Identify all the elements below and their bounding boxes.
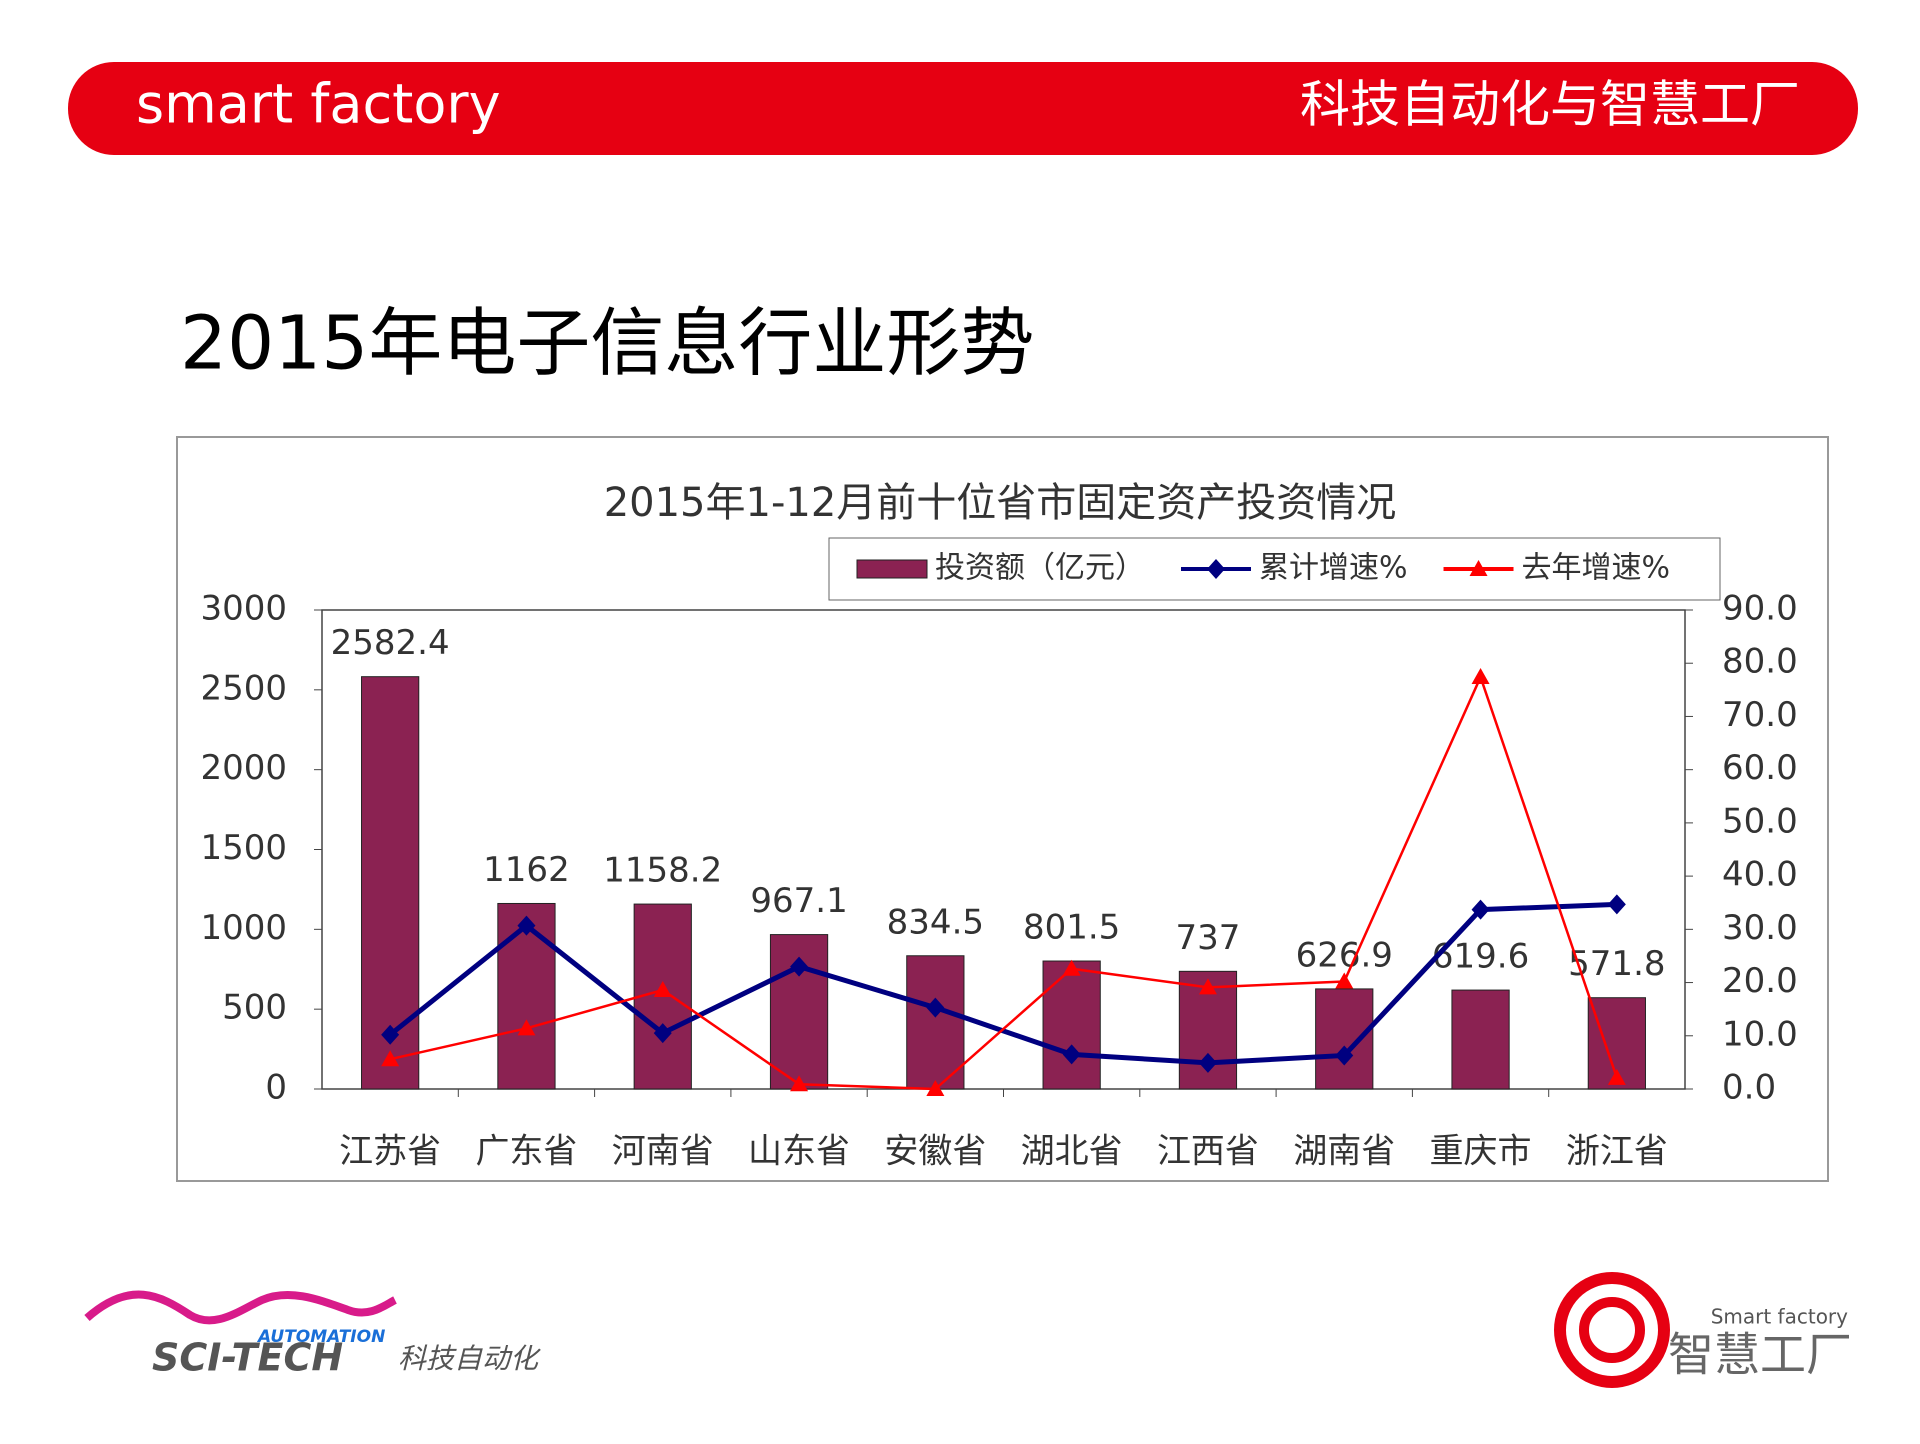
value-label: 626.9 bbox=[1296, 935, 1393, 975]
marker bbox=[1198, 978, 1217, 995]
legend-box bbox=[828, 537, 1721, 601]
y-tick-label: 1000 bbox=[200, 908, 287, 948]
y2-tick-label: 40.0 bbox=[1722, 855, 1798, 895]
x-tick-label: 重庆市 bbox=[1430, 1132, 1532, 1172]
y2-tick-label: 30.0 bbox=[1722, 908, 1798, 948]
y-tick-label: 2500 bbox=[200, 668, 287, 708]
legend-label: 投资额（亿元） bbox=[935, 551, 1145, 586]
legend-label: 累计增速% bbox=[1259, 551, 1408, 586]
chart: 0 500 1000 1500 2000 2500 3000 0.0 10.0 20.0 30.0 4… bbox=[200, 537, 1798, 1172]
marker bbox=[790, 956, 809, 977]
bar bbox=[1451, 989, 1510, 1090]
y2-tick-label: 50.0 bbox=[1722, 801, 1798, 841]
logo-right: Smart factory 智慧工厂 bbox=[1554, 1272, 1852, 1388]
slide-title: 2015年电子信息行业形势 bbox=[180, 301, 1034, 387]
value-label: 737 bbox=[1175, 918, 1240, 958]
x-tick-label: 湖北省 bbox=[1021, 1132, 1123, 1172]
logo-wave bbox=[84, 1290, 397, 1325]
value-label: 801.5 bbox=[1023, 908, 1120, 948]
logo-ring bbox=[1554, 1272, 1670, 1388]
x-tick-label: 河南省 bbox=[612, 1132, 714, 1172]
bar bbox=[906, 955, 965, 1090]
y-tick-label: 3000 bbox=[200, 589, 287, 629]
header-right: 科技自动化与智慧工厂 bbox=[1300, 76, 1800, 134]
y-tick-label: 2000 bbox=[200, 748, 287, 788]
value-label: 571.8 bbox=[1568, 944, 1665, 984]
y-tick-label: 500 bbox=[222, 988, 287, 1028]
x-tick-label: 江苏省 bbox=[339, 1132, 441, 1172]
value-label: 967.1 bbox=[750, 881, 847, 921]
x-tick-label: 湖南省 bbox=[1293, 1132, 1395, 1172]
marker bbox=[1198, 1052, 1217, 1073]
logo-ring-inner bbox=[1579, 1297, 1645, 1363]
marker bbox=[1335, 972, 1354, 989]
bar bbox=[1315, 988, 1374, 1090]
value-label: 1158.2 bbox=[603, 851, 722, 891]
logo-right-en: Smart factory bbox=[1711, 1305, 1848, 1329]
marker bbox=[926, 997, 945, 1018]
marker bbox=[1335, 1045, 1354, 1066]
value-label: 1162 bbox=[483, 850, 570, 890]
x-tick-label: 江西省 bbox=[1157, 1132, 1259, 1172]
value-label: 834.5 bbox=[887, 902, 984, 942]
y2-tick-label: 20.0 bbox=[1722, 961, 1798, 1001]
y-tick-label: 1500 bbox=[200, 828, 287, 868]
marker bbox=[1062, 1044, 1081, 1065]
line bbox=[388, 901, 1617, 1066]
legend-label: 去年增速% bbox=[1522, 551, 1671, 586]
y2-tick-label: 60.0 bbox=[1722, 748, 1798, 788]
y2-tick-label: 0.0 bbox=[1722, 1068, 1776, 1108]
x-tick-label: 山东省 bbox=[748, 1132, 850, 1172]
legend-marker bbox=[1469, 560, 1488, 576]
bar bbox=[1042, 960, 1101, 1090]
x-tick-label: 广东省 bbox=[475, 1132, 577, 1172]
y-tick-label: 0 bbox=[265, 1068, 287, 1108]
logo-left: AUTOMATION SCI-TECH 科技自动化 bbox=[84, 1290, 541, 1380]
marker bbox=[1607, 894, 1626, 915]
y2-tick-label: 70.0 bbox=[1722, 695, 1798, 735]
marker bbox=[653, 981, 672, 998]
marker bbox=[1471, 899, 1490, 920]
x-tick-label: 安徽省 bbox=[884, 1132, 986, 1172]
marker bbox=[517, 1019, 536, 1036]
marker bbox=[1607, 1068, 1626, 1085]
header-bar bbox=[68, 62, 1858, 155]
chart-title: 2015年1-12月前十位省市固定资产投资情况 bbox=[604, 480, 1397, 526]
line bbox=[389, 673, 1619, 1091]
marker bbox=[1062, 959, 1081, 976]
marker bbox=[381, 1050, 400, 1067]
marker bbox=[381, 1024, 400, 1045]
logo-left-main: SCI-TECH bbox=[152, 1336, 343, 1380]
logo-right-cn: 智慧工厂 bbox=[1668, 1328, 1852, 1382]
legend-marker bbox=[1207, 559, 1225, 579]
y2-tick-label: 90.0 bbox=[1722, 589, 1798, 629]
y2-tick-label: 80.0 bbox=[1722, 642, 1798, 682]
header-left: smart factory bbox=[136, 73, 501, 136]
marker bbox=[926, 1080, 945, 1096]
legend-swatch bbox=[856, 559, 928, 579]
marker bbox=[653, 1023, 672, 1044]
y2-tick-label: 10.0 bbox=[1722, 1014, 1798, 1054]
logo-left-small: AUTOMATION bbox=[256, 1327, 385, 1347]
logo-left-cn: 科技自动化 bbox=[398, 1342, 541, 1375]
marker bbox=[790, 1075, 809, 1092]
x-tick-label: 浙江省 bbox=[1566, 1132, 1668, 1172]
marker bbox=[517, 915, 536, 936]
value-label: 2582.4 bbox=[331, 623, 450, 663]
marker bbox=[1471, 668, 1490, 685]
